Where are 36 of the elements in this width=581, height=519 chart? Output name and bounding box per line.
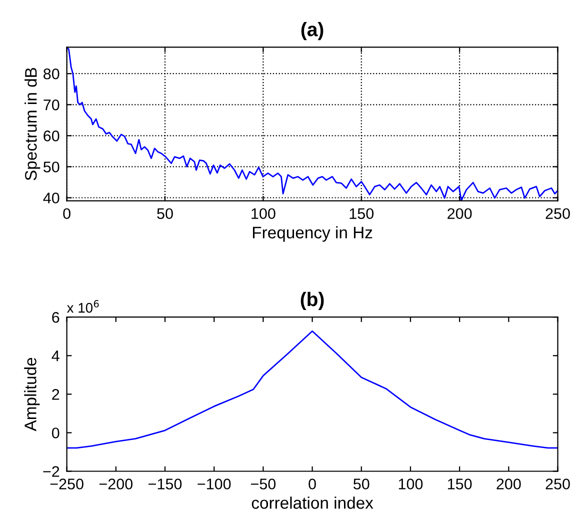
x-tick-label: 50	[157, 208, 173, 220]
x-tick-label: −250	[50, 478, 84, 490]
y-tick-label: −2	[43, 466, 60, 477]
text: x 10$^{6}$	[66, 300, 99, 313]
x-tick-label: 150	[448, 478, 472, 490]
x-tick-label: −150	[148, 478, 182, 490]
line-series	[66, 330, 558, 449]
x-tick-label: 0	[308, 478, 316, 490]
y-tick-label: 70	[44, 100, 60, 110]
x-axis-title: correlation index	[252, 496, 374, 509]
chart-title: (a)	[301, 22, 324, 40]
line-series	[66, 47, 558, 201]
x-tick-label: 200	[448, 208, 472, 220]
x-tick-label: 100	[398, 478, 423, 490]
y-tick-label: 6	[52, 312, 60, 323]
y-axis-title: Spectrum in dB	[24, 68, 40, 180]
y-tick-label: 80	[44, 68, 60, 80]
y-tick-label: 60	[44, 130, 60, 142]
x-tick-label: 150	[350, 208, 374, 220]
x-tick-label: 200	[496, 478, 521, 490]
y-tick-label: 4	[52, 350, 60, 362]
x-tick-label: −50	[250, 478, 276, 490]
y-tick-label: 2	[52, 389, 60, 400]
x-tick-label: 250	[546, 478, 570, 490]
x-tick-label: −100	[198, 478, 231, 490]
y-tick-label: 0	[52, 428, 60, 438]
x-tick-label: 100	[252, 208, 276, 220]
chart-title: (b)	[300, 292, 324, 310]
x-tick-label: 0	[63, 208, 70, 220]
y-axis-title: Amplitude	[24, 358, 40, 432]
x-tick-label: 250	[546, 208, 570, 220]
x-tick-label: 50	[353, 478, 370, 490]
y-tick-label: 40	[43, 192, 60, 204]
x-tick-label: −200	[99, 478, 133, 490]
x-axis-title: Frequency in Hz	[252, 226, 372, 242]
y-tick-label: 50	[43, 162, 60, 172]
